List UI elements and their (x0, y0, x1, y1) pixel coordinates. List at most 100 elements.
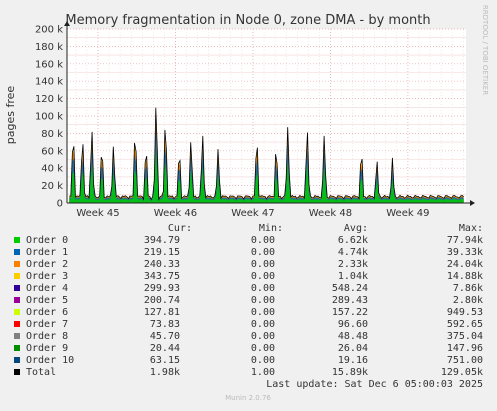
legend-swatch (14, 249, 20, 255)
legend-max-value: 39.33k (447, 247, 483, 258)
legend-avg-value: 548.24 (332, 283, 368, 294)
legend-cur-value: 127.81 (144, 307, 180, 318)
legend-series-name: Order 5 (26, 295, 68, 306)
legend-min-value: 0.00 (251, 355, 275, 366)
legend-header-avg: Avg: (344, 223, 368, 234)
series-line-total (69, 107, 464, 201)
legend-swatch (14, 297, 20, 303)
legend-min-value: 0.00 (251, 307, 275, 318)
legend-min-value: 0.00 (251, 319, 275, 330)
legend-min-value: 0.00 (251, 343, 275, 354)
legend-swatch (14, 345, 20, 351)
legend-cur-value: 219.15 (144, 247, 180, 258)
y-tick-label: 140 k (35, 77, 63, 88)
y-tick-labels: 0 20 k 40 k 60 k 80 k 100 k 120 k 140 k 160 k 180… (35, 25, 63, 210)
legend-series-name: Order 1 (26, 247, 68, 258)
legend-max-value: 751.00 (447, 355, 483, 366)
legend-min-value: 0.00 (251, 235, 275, 246)
x-tick-label: Week 45 (76, 208, 119, 219)
legend-series-name: Order 9 (26, 343, 68, 354)
y-tick-label: 20 k (41, 181, 63, 192)
legend-swatch (14, 357, 20, 363)
legend-min-value: 0.00 (251, 331, 275, 342)
legend: Cur: Min: Avg: Max: Order 0 394.79 0.00 6.6… (14, 223, 483, 378)
legend-cur-value: 1.98k (150, 367, 180, 378)
legend-header-min: Min: (259, 223, 283, 234)
y-axis-label: pages free (4, 86, 17, 145)
legend-series-name: Order 0 (26, 235, 68, 246)
legend-avg-value: 96.60 (338, 319, 368, 330)
legend-cur-value: 343.75 (144, 271, 180, 282)
legend-series-name: Order 8 (26, 331, 68, 342)
legend-avg-value: 48.48 (338, 331, 368, 342)
legend-max-value: 77.94k (447, 235, 483, 246)
legend-min-value: 0.00 (251, 283, 275, 294)
legend-avg-value: 6.62k (338, 235, 368, 246)
legend-max-value: 7.86k (453, 283, 483, 294)
last-update: Last update: Sat Dec 6 05:00:03 2025 (266, 379, 483, 390)
legend-series-name: Order 4 (26, 283, 68, 294)
legend-swatch (14, 321, 20, 327)
legend-avg-value: 4.74k (338, 247, 368, 258)
chart-series (69, 107, 464, 203)
y-tick-label: 120 k (35, 94, 63, 105)
chart-title: Memory fragmentation in Node 0, zone DMA… (65, 13, 430, 28)
x-axis-arrow-icon (470, 200, 475, 206)
legend-cur-value: 394.79 (144, 235, 180, 246)
x-tick-labels: Week 45 Week 46 Week 47 Week 48 Week 49 (76, 208, 429, 219)
legend-max-value: 129.05k (441, 367, 483, 378)
y-tick-label: 40 k (41, 164, 63, 175)
legend-avg-value: 19.16 (338, 355, 368, 366)
legend-series-name: Order 7 (26, 319, 68, 330)
legend-min-value: 0.00 (251, 295, 275, 306)
legend-series-name: Order 10 (26, 355, 74, 366)
y-tick-label: 60 k (41, 146, 63, 157)
legend-max-value: 24.04k (447, 259, 483, 270)
legend-cur-value: 63.15 (150, 355, 180, 366)
legend-max-value: 592.65 (447, 319, 483, 330)
legend-swatch (14, 309, 20, 315)
x-tick-label: Week 49 (386, 208, 429, 219)
legend-series-name: Total (26, 367, 56, 378)
legend-avg-value: 15.89k (332, 367, 368, 378)
legend-header-max: Max: (459, 223, 483, 234)
legend-min-value: 0.00 (251, 271, 275, 282)
legend-max-value: 147.96 (447, 343, 483, 354)
legend-cur-value: 299.93 (144, 283, 180, 294)
legend-swatch (14, 273, 20, 279)
legend-min-value: 0.00 (251, 247, 275, 258)
legend-header-cur: Cur: (168, 223, 192, 234)
legend-series-name: Order 6 (26, 307, 68, 318)
legend-swatch (14, 285, 20, 291)
legend-max-value: 2.80k (453, 295, 483, 306)
legend-avg-value: 289.43 (332, 295, 368, 306)
legend-cur-value: 20.44 (150, 343, 180, 354)
legend-swatch (14, 237, 20, 243)
x-tick-label: Week 46 (154, 208, 197, 219)
legend-max-value: 14.88k (447, 271, 483, 282)
y-tick-label: 180 k (35, 42, 63, 53)
legend-max-value: 375.04 (447, 331, 483, 342)
legend-avg-value: 26.04 (338, 343, 368, 354)
x-tick-label: Week 48 (309, 208, 352, 219)
y-tick-label: 200 k (35, 25, 63, 36)
legend-cur-value: 200.74 (144, 295, 180, 306)
legend-cur-value: 73.83 (150, 319, 180, 330)
y-axis-arrow-icon (64, 21, 70, 26)
legend-series-name: Order 3 (26, 271, 68, 282)
legend-series-name: Order 2 (26, 259, 68, 270)
legend-swatch (14, 333, 20, 339)
legend-avg-value: 157.22 (332, 307, 368, 318)
munin-version: Munin 2.0.76 (225, 394, 271, 402)
y-tick-label: 100 k (35, 112, 63, 123)
legend-avg-value: 1.04k (338, 271, 368, 282)
legend-max-value: 949.53 (447, 307, 483, 318)
y-tick-label: 0 (57, 199, 63, 210)
legend-min-value: 1.00 (251, 367, 275, 378)
legend-swatch (14, 369, 20, 375)
y-tick-label: 160 k (35, 59, 63, 70)
legend-cur-value: 240.33 (144, 259, 180, 270)
legend-swatch (14, 261, 20, 267)
